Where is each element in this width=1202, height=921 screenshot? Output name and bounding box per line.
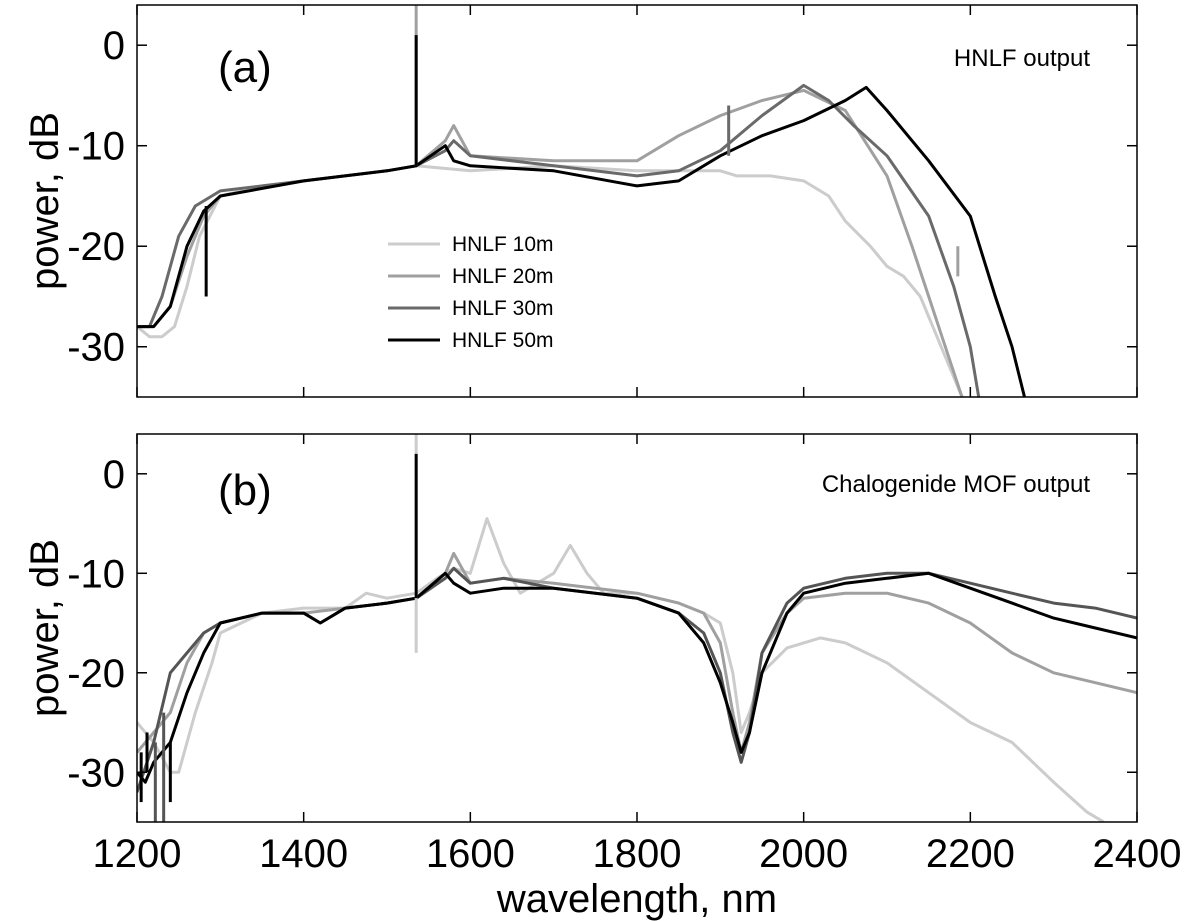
legend: HNLF 10m HNLF 20m HNLF 30m HNLF 50m xyxy=(388,233,554,352)
legend-entry: HNLF 30m xyxy=(452,297,554,320)
plot-area xyxy=(137,434,1137,822)
x-tick-label: 2000 xyxy=(759,832,848,876)
panel-label: (b) xyxy=(218,466,272,515)
panel-annotation: HNLF output xyxy=(954,45,1090,72)
legend-entry: HNLF 20m xyxy=(452,265,554,288)
y-tick-label: 0 xyxy=(103,24,125,68)
series-line-hnlf-10m xyxy=(137,164,964,397)
panel-b: 0 -10 -20 -30 1200 1400 1600 1800 2000 2200 2400 wa… xyxy=(23,433,1182,921)
y-tick-label: 0 xyxy=(103,453,125,497)
series-line-hnlf-30m xyxy=(137,566,1137,793)
series-line-hnlf-50m xyxy=(137,85,1026,397)
plot-area xyxy=(137,5,1026,397)
series-line-hnlf-50m xyxy=(137,571,1137,784)
x-tick-label: 2200 xyxy=(926,832,1015,876)
x-tick-label: 1200 xyxy=(93,832,182,876)
x-tick-label: 1600 xyxy=(426,832,515,876)
y-tick-label: -10 xyxy=(67,552,125,596)
x-tick-label: 1400 xyxy=(259,832,348,876)
x-tick-label: 1800 xyxy=(593,832,682,876)
series-line-hnlf-10m xyxy=(137,517,1105,822)
series-line-hnlf-30m xyxy=(137,83,981,397)
legend-entry: HNLF 50m xyxy=(452,329,554,352)
series-line-hnlf-20m xyxy=(137,88,964,397)
y-axis-label: power, dB xyxy=(23,539,67,717)
y-tick-label: -30 xyxy=(67,326,125,370)
y-tick-label: -20 xyxy=(67,652,125,696)
series-line-hnlf-20m xyxy=(137,551,1137,754)
legend-entry: HNLF 10m xyxy=(452,233,554,256)
y-tick-label: -30 xyxy=(67,751,125,795)
panel-annotation: Chalogenide MOF output xyxy=(822,471,1090,498)
y-axis-label: power, dB xyxy=(23,112,67,290)
x-axis-label: wavelength, nm xyxy=(496,877,777,921)
y-tick-label: -20 xyxy=(67,225,125,269)
panel-label: (a) xyxy=(218,43,272,92)
x-tick-label: 2400 xyxy=(1093,832,1182,876)
y-tick-label: -10 xyxy=(67,125,125,169)
